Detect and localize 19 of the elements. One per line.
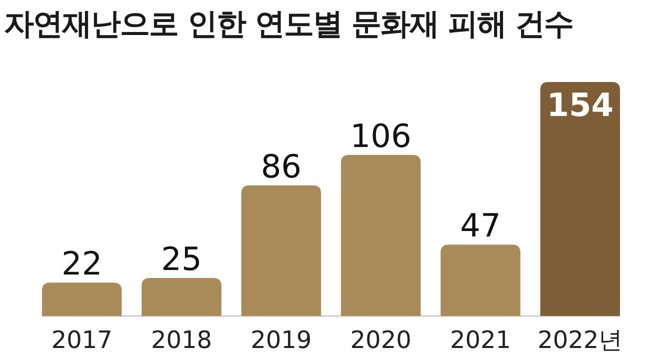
data-label: 22 <box>62 244 102 283</box>
x-tick-label: 2022년 <box>538 326 623 354</box>
bar <box>42 282 122 316</box>
x-tick-label: 2021 <box>450 326 512 354</box>
data-label: 106 <box>350 116 412 155</box>
bar <box>142 278 222 316</box>
chart-title: 자연재난으로 인한 연도별 문화재 피해 건수 <box>4 7 574 42</box>
x-tick-label: 2020 <box>350 326 412 354</box>
x-tick-label: 2017 <box>51 326 112 354</box>
bar <box>340 154 421 316</box>
x-tick-label: 2018 <box>150 326 212 354</box>
data-label: 47 <box>460 206 501 245</box>
bar <box>241 185 322 316</box>
data-label: 86 <box>260 147 302 186</box>
x-tick-label: 2019 <box>250 326 312 354</box>
bar <box>540 82 620 316</box>
bar <box>440 244 520 316</box>
data-label: 154 <box>546 86 614 124</box>
data-label: 25 <box>161 240 202 278</box>
